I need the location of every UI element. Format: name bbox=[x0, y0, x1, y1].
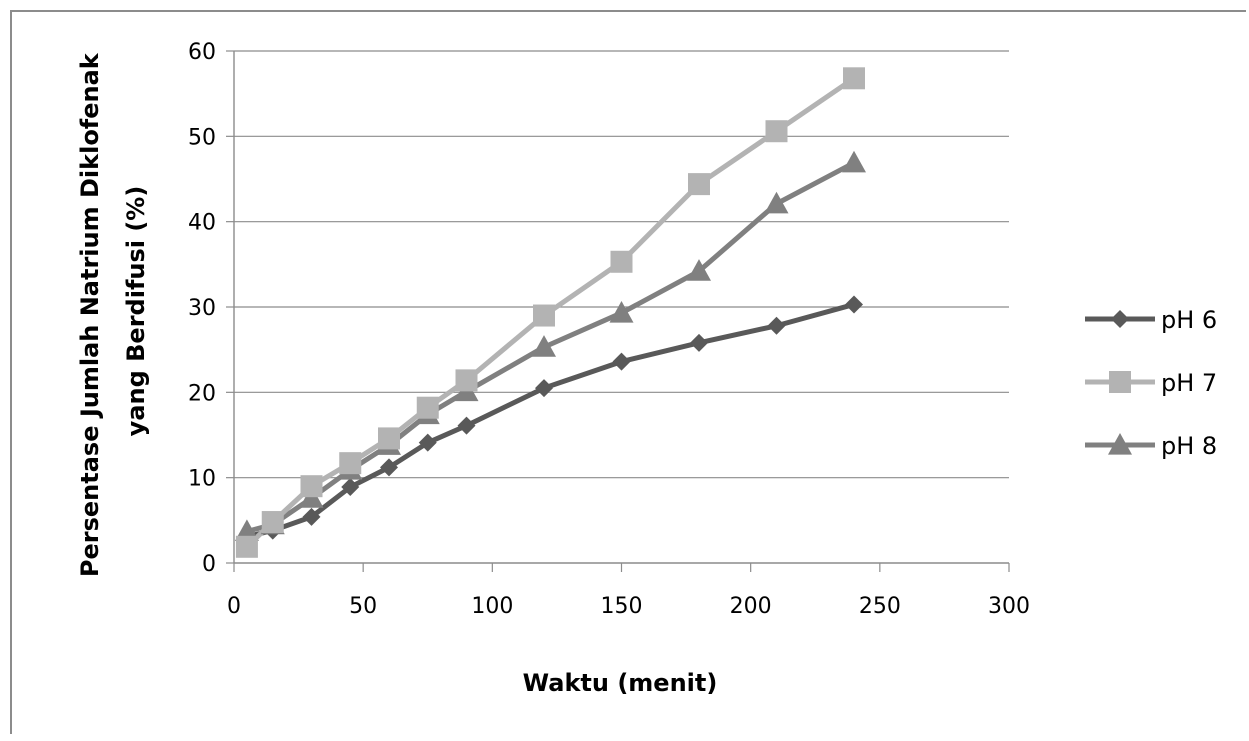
data-point-ph-6 bbox=[380, 458, 398, 477]
data-point-ph-6 bbox=[457, 416, 476, 435]
series-markers bbox=[234, 67, 866, 558]
x-tick-label: 0 bbox=[227, 594, 241, 619]
x-tick-label: 200 bbox=[730, 594, 772, 619]
legend-marker-ph-6 bbox=[1111, 310, 1129, 328]
legend: pH 6 pH 7 pH 8 bbox=[1085, 306, 1217, 460]
line-chart: 0 10 20 30 40 50 60 0 50 100 150 200 250 300 Waktu (m… bbox=[76, 40, 1217, 697]
legend-label-ph-6: pH 6 bbox=[1161, 306, 1217, 334]
data-point-ph-7 bbox=[765, 120, 788, 143]
y-tick-label: 10 bbox=[188, 467, 216, 492]
y-tick-label: 50 bbox=[188, 125, 216, 150]
legend-marker-ph-8 bbox=[1108, 433, 1132, 455]
data-point-ph-6 bbox=[341, 478, 360, 497]
x-tick-label: 150 bbox=[601, 594, 643, 619]
y-axis-title: Persentase Jumlah Natrium Diklofenak yan… bbox=[76, 45, 150, 577]
legend-label-ph-7: pH 7 bbox=[1161, 369, 1217, 397]
axes bbox=[226, 50, 1010, 572]
chart-frame: 0 10 20 30 40 50 60 0 50 100 150 200 250 300 Waktu (m… bbox=[10, 10, 1246, 734]
data-point-ph-6 bbox=[612, 352, 631, 371]
data-point-ph-8 bbox=[532, 335, 556, 357]
series-line-ph-6 bbox=[246, 302, 855, 539]
x-axis-title: Waktu (menit) bbox=[523, 669, 718, 697]
y-axis-title-line-1: Persentase Jumlah Natrium Diklofenak bbox=[76, 52, 104, 577]
y-axis-title-line-2: yang Berdifusi (%) bbox=[122, 186, 150, 437]
y-tick-label: 20 bbox=[188, 381, 216, 406]
y-tick-label: 60 bbox=[188, 40, 216, 65]
x-tick-label: 50 bbox=[349, 594, 377, 619]
y-tick-label: 30 bbox=[188, 296, 216, 321]
x-tick-label: 300 bbox=[988, 594, 1030, 619]
data-point-ph-6 bbox=[767, 316, 786, 335]
legend-label-ph-8: pH 8 bbox=[1161, 432, 1217, 460]
data-point-ph-7 bbox=[533, 304, 555, 327]
data-point-ph-8 bbox=[842, 150, 866, 173]
data-point-ph-7 bbox=[416, 396, 439, 419]
data-point-ph-6 bbox=[690, 333, 708, 352]
data-point-ph-7 bbox=[235, 535, 258, 558]
data-point-ph-7 bbox=[300, 475, 323, 498]
data-point-ph-7 bbox=[610, 250, 633, 273]
data-point-ph-6 bbox=[845, 295, 863, 314]
y-tick-label: 40 bbox=[188, 211, 216, 236]
data-point-ph-7 bbox=[261, 511, 284, 534]
data-point-ph-8 bbox=[764, 191, 789, 214]
y-tick-label: 0 bbox=[202, 552, 216, 577]
tick-labels: 0 10 20 30 40 50 60 0 50 100 150 200 250 300 bbox=[188, 40, 1030, 619]
data-point-ph-8 bbox=[687, 259, 711, 281]
data-point-ph-6 bbox=[418, 433, 437, 452]
x-tick-label: 100 bbox=[471, 594, 513, 619]
data-point-ph-8 bbox=[609, 300, 634, 323]
data-point-ph-7 bbox=[378, 427, 400, 450]
data-point-ph-7 bbox=[688, 173, 710, 196]
data-point-ph-7 bbox=[843, 67, 865, 90]
x-tick-label: 250 bbox=[859, 594, 901, 619]
data-point-ph-8 bbox=[234, 519, 259, 542]
legend-marker-ph-7 bbox=[1109, 371, 1131, 393]
data-point-ph-7 bbox=[339, 452, 362, 475]
data-point-ph-7 bbox=[455, 369, 478, 392]
data-point-ph-6 bbox=[535, 379, 553, 398]
